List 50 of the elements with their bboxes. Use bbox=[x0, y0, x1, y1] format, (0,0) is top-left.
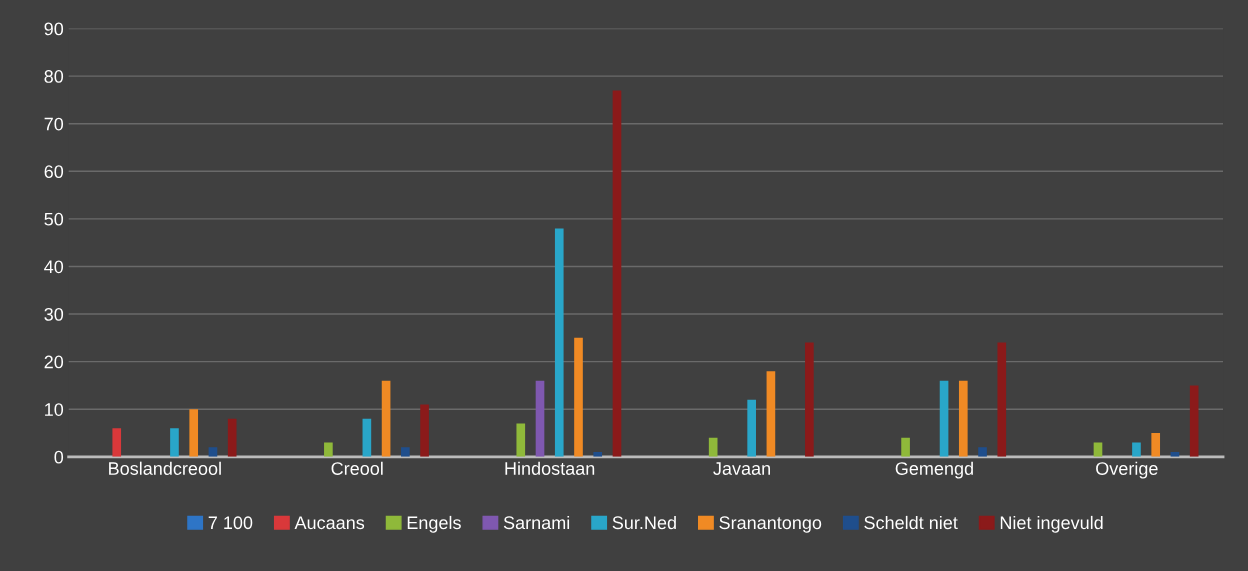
y-tick-label: 60 bbox=[44, 165, 64, 179]
bar bbox=[612, 90, 622, 457]
bar bbox=[401, 447, 410, 457]
legend-label: Engels bbox=[407, 515, 461, 533]
bar bbox=[420, 404, 429, 457]
bar bbox=[708, 437, 718, 457]
y-tick-label: 70 bbox=[44, 117, 64, 131]
legend-label: Aucaans bbox=[294, 516, 365, 530]
bar bbox=[1151, 433, 1161, 457]
y-tick-label: 50 bbox=[44, 212, 64, 226]
bar bbox=[362, 418, 372, 457]
bar bbox=[227, 418, 237, 457]
bar bbox=[978, 447, 987, 457]
bar bbox=[958, 380, 968, 457]
bar bbox=[535, 380, 545, 457]
y-tick-label: 10 bbox=[45, 403, 64, 416]
bar bbox=[747, 399, 756, 457]
bar bbox=[516, 423, 526, 457]
legend-label: 7 100 bbox=[208, 516, 253, 530]
x-tick-label: Javaan bbox=[713, 462, 770, 475]
legend-label: Sarnami bbox=[503, 515, 570, 530]
y-tick-label: 80 bbox=[44, 70, 64, 83]
bar bbox=[189, 409, 199, 457]
legend-label: Sranantongo bbox=[719, 516, 822, 533]
legend-label: Scheldt niet bbox=[864, 515, 958, 530]
y-tick-label: 0 bbox=[54, 450, 64, 464]
x-tick-label: Boslandcreool bbox=[109, 461, 221, 475]
bar bbox=[324, 442, 333, 457]
y-tick-label: 30 bbox=[44, 307, 64, 321]
bar bbox=[554, 228, 564, 457]
bar bbox=[574, 337, 583, 457]
y-tick-label: 90 bbox=[44, 22, 64, 36]
x-tick-label: Creool bbox=[331, 461, 383, 475]
bar bbox=[112, 428, 122, 457]
bar bbox=[1189, 385, 1199, 457]
bar bbox=[805, 342, 814, 457]
bar bbox=[170, 428, 179, 457]
y-tick-label: 40 bbox=[44, 260, 64, 274]
bar bbox=[1132, 442, 1141, 457]
bar bbox=[766, 371, 776, 457]
x-tick-label: Hindostaan bbox=[505, 461, 595, 475]
bar bbox=[997, 342, 1007, 457]
bar bbox=[939, 380, 949, 457]
x-tick-label: Overige bbox=[1096, 461, 1158, 479]
legend-label: Niet ingevuld bbox=[1000, 515, 1103, 533]
bar bbox=[901, 437, 910, 457]
y-tick-label: 20 bbox=[44, 355, 64, 369]
bar bbox=[381, 380, 391, 457]
legend-label: Sur.Ned bbox=[612, 515, 676, 530]
x-tick-label: Gemengd bbox=[895, 461, 973, 479]
